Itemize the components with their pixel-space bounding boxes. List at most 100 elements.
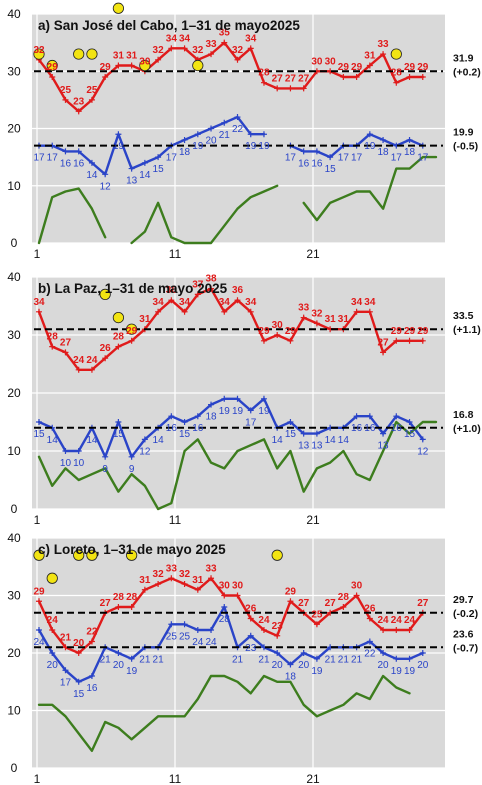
tmin-data-label: 15 bbox=[153, 164, 165, 175]
tmax-data-label: 33 bbox=[205, 563, 217, 574]
data-point bbox=[88, 366, 95, 373]
tmin-data-label: 13 bbox=[126, 176, 138, 187]
tmax-data-label: 31 bbox=[139, 575, 151, 586]
data-point bbox=[88, 673, 95, 679]
tmax-data-label: 29 bbox=[404, 326, 416, 337]
data-point bbox=[181, 581, 188, 587]
data-point bbox=[208, 627, 215, 633]
data-point bbox=[234, 56, 241, 63]
mean-label-tmax: 33.5 bbox=[453, 310, 474, 322]
data-point bbox=[380, 51, 387, 58]
x-tick-label: 11 bbox=[169, 772, 182, 785]
data-point bbox=[49, 650, 56, 656]
tmax-data-label: 29 bbox=[404, 62, 416, 73]
yellow-marker bbox=[112, 2, 125, 14]
tmin-data-label: 14 bbox=[338, 435, 350, 446]
tmax-data-label: 26 bbox=[245, 604, 257, 615]
data-point bbox=[247, 45, 254, 52]
tmax-data-label: 34 bbox=[33, 297, 45, 308]
data-point bbox=[380, 136, 387, 143]
y-tick-label: 40 bbox=[7, 7, 21, 21]
data-point bbox=[313, 430, 320, 437]
data-point bbox=[393, 79, 400, 86]
data-point bbox=[102, 171, 109, 178]
tmin-data-label: 20 bbox=[378, 660, 390, 671]
yellow-marker bbox=[192, 59, 204, 72]
tmin-data-label: 19 bbox=[258, 406, 270, 417]
data-point bbox=[287, 85, 294, 92]
data-point bbox=[260, 79, 267, 86]
tmin-data-label: 14 bbox=[325, 435, 337, 446]
tmin-data-label: 16 bbox=[86, 683, 98, 694]
tmin-data-label: 16 bbox=[311, 158, 323, 169]
data-point bbox=[155, 581, 162, 587]
data-point bbox=[168, 575, 175, 582]
data-point bbox=[115, 419, 122, 425]
tmin-data-label: 24 bbox=[33, 637, 45, 648]
data-point bbox=[247, 131, 254, 138]
tmin-data-label: 20 bbox=[417, 660, 429, 671]
tmax-data-label: 25 bbox=[311, 609, 323, 620]
data-point bbox=[300, 148, 307, 155]
tmax-data-label: 30 bbox=[351, 581, 363, 592]
tmax-data-label: 32 bbox=[232, 45, 244, 56]
tmax-data-label: 31 bbox=[364, 51, 376, 62]
tmax-data-label: 32 bbox=[179, 569, 191, 580]
tmax-data-label: 32 bbox=[311, 308, 323, 319]
data-point bbox=[62, 448, 69, 454]
data-point bbox=[208, 575, 215, 582]
data-point bbox=[300, 85, 307, 92]
tmin-data-label: 20 bbox=[298, 660, 310, 671]
y-tick-label: 40 bbox=[7, 270, 21, 284]
data-point bbox=[419, 337, 426, 344]
tmax-data-label: 34 bbox=[179, 297, 191, 308]
tmax-data-label: 37 bbox=[192, 279, 204, 290]
tmin-data-label: 14 bbox=[86, 435, 98, 446]
tmin-data-label: 14 bbox=[86, 170, 98, 181]
data-point bbox=[406, 337, 413, 344]
tmin-data-label: 9 bbox=[102, 464, 108, 475]
tmin-data-label: 21 bbox=[338, 654, 350, 665]
data-point bbox=[287, 337, 294, 344]
tmin-data-label: 20 bbox=[47, 660, 59, 671]
y-tick-label: 40 bbox=[7, 531, 21, 545]
data-point bbox=[419, 436, 426, 443]
data-point bbox=[406, 655, 413, 662]
tmin-data-label: 15 bbox=[73, 689, 85, 700]
data-point bbox=[181, 45, 188, 52]
data-point bbox=[181, 419, 188, 425]
tmax-data-label: 29 bbox=[100, 62, 112, 73]
yellow-marker bbox=[86, 549, 98, 561]
tmin-data-label: 28 bbox=[219, 614, 231, 625]
data-point bbox=[287, 598, 294, 605]
tmin-data-label: 16 bbox=[391, 423, 403, 434]
y-tick-label: 10 bbox=[7, 179, 21, 193]
data-point bbox=[393, 413, 400, 420]
tmax-data-label: 32 bbox=[192, 45, 204, 56]
data-point bbox=[128, 453, 135, 460]
tmax-data-label: 31 bbox=[113, 51, 125, 62]
data-point bbox=[208, 51, 215, 58]
y-tick-label: 30 bbox=[7, 64, 21, 78]
data-point bbox=[141, 159, 148, 166]
yellow-marker bbox=[139, 59, 151, 72]
tmax-data-label: 30 bbox=[311, 56, 323, 67]
yellow-marker bbox=[126, 549, 138, 561]
data-point bbox=[102, 453, 109, 460]
data-point bbox=[234, 297, 241, 304]
tmax-data-label: 34 bbox=[179, 33, 191, 44]
tmin-data-label: 18 bbox=[179, 147, 191, 158]
data-point bbox=[300, 314, 307, 321]
y-tick-label: 10 bbox=[7, 444, 21, 458]
tmin-data-label: 20 bbox=[113, 660, 125, 671]
data-point bbox=[128, 62, 135, 69]
data-point bbox=[313, 621, 320, 628]
data-point bbox=[181, 136, 188, 143]
data-point bbox=[221, 39, 228, 46]
data-point bbox=[155, 154, 162, 161]
tmax-data-label: 23 bbox=[272, 621, 284, 632]
mean-label-tmax: 29.7 bbox=[453, 594, 474, 606]
tmin-data-label: 20 bbox=[272, 660, 284, 671]
yellow-marker bbox=[112, 311, 125, 324]
tmin-data-label: 16 bbox=[364, 423, 376, 434]
